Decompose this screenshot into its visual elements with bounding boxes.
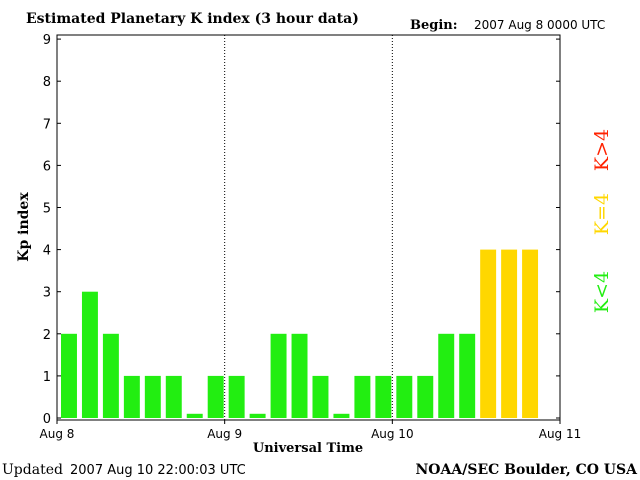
kp-bar bbox=[102, 333, 119, 418]
begin-label: Begin: bbox=[410, 18, 458, 33]
x-axis-label: Universal Time bbox=[253, 441, 363, 456]
y-tick-label: 8 bbox=[43, 75, 51, 90]
y-tick-label: 6 bbox=[43, 159, 51, 174]
legend-k-greater-4: K>4 bbox=[591, 129, 613, 171]
plot-area bbox=[56, 34, 561, 421]
x-tick-label: Aug 9 bbox=[207, 427, 242, 441]
x-tick-layer: Aug 8 Aug 9 Aug 10 Aug 11 bbox=[40, 420, 582, 441]
kp-bar bbox=[375, 375, 392, 418]
kp-bar bbox=[417, 375, 434, 418]
day-divider-layer bbox=[224, 35, 393, 420]
kp-bar bbox=[501, 249, 518, 418]
begin-value: 2007 Aug 8 0000 UTC bbox=[474, 18, 605, 32]
kp-bar bbox=[396, 375, 413, 418]
y-tick-label: 7 bbox=[43, 117, 51, 132]
updated-label: Updated bbox=[2, 462, 63, 478]
kp-bar bbox=[333, 413, 350, 418]
y-tick-label: 2 bbox=[43, 328, 51, 343]
legend-k-less-4: K<4 bbox=[591, 271, 613, 313]
kp-bar bbox=[459, 333, 476, 418]
kp-bar bbox=[144, 375, 161, 418]
kp-bar bbox=[123, 375, 140, 418]
kp-bar bbox=[228, 375, 245, 418]
kp-bar bbox=[354, 375, 371, 418]
kp-bar bbox=[61, 333, 77, 418]
x-tick-label: Aug 10 bbox=[371, 427, 414, 441]
chart-title: Estimated Planetary K index (3 hour data… bbox=[26, 11, 359, 27]
bar-layer bbox=[61, 249, 539, 418]
y-tick-layer: 0 1 2 3 4 5 6 7 8 9 bbox=[43, 33, 560, 427]
kp-bar bbox=[249, 413, 266, 418]
x-tick-label: Aug 8 bbox=[40, 427, 75, 441]
kp-bar bbox=[312, 375, 329, 418]
kp-bar bbox=[270, 333, 287, 418]
y-tick-label: 1 bbox=[43, 370, 51, 385]
updated-value: 2007 Aug 10 22:00:03 UTC bbox=[70, 463, 246, 478]
credit: NOAA/SEC Boulder, CO USA bbox=[416, 462, 639, 478]
y-tick-label: 9 bbox=[43, 33, 51, 48]
kp-bar bbox=[438, 333, 455, 418]
kp-bar bbox=[522, 249, 539, 418]
kp-bar bbox=[165, 375, 182, 418]
x-tick-label: Aug 11 bbox=[539, 427, 582, 441]
kp-bar bbox=[81, 291, 98, 418]
kp-bar bbox=[207, 375, 224, 418]
y-tick-label: 3 bbox=[43, 286, 51, 301]
kp-bar bbox=[480, 249, 497, 418]
legend-k-equal-4: K=4 bbox=[591, 193, 613, 235]
y-tick-label: 4 bbox=[43, 244, 51, 259]
y-tick-label: 5 bbox=[43, 202, 51, 217]
kp-bar bbox=[186, 413, 203, 418]
kp-bar bbox=[291, 333, 308, 418]
y-axis-label: Kp index bbox=[16, 192, 32, 262]
y-tick-label: 0 bbox=[43, 412, 51, 427]
